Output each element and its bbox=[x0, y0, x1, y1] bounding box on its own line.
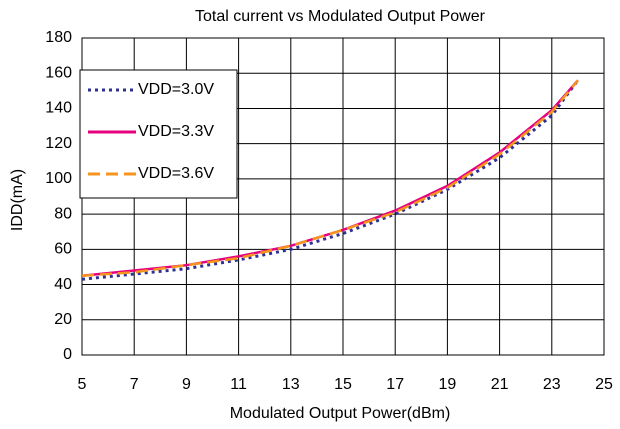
x-tick-label: 25 bbox=[595, 376, 613, 393]
y-tick-label: 80 bbox=[54, 205, 72, 222]
legend-label: VDD=3.0V bbox=[138, 81, 214, 98]
y-tick-label: 0 bbox=[63, 346, 72, 363]
legend-label: VDD=3.6V bbox=[138, 165, 214, 182]
y-tick-label: 40 bbox=[54, 276, 72, 293]
y-axis-label: IDD(mA) bbox=[9, 169, 26, 231]
x-tick-label: 15 bbox=[334, 376, 352, 393]
x-tick-label: 5 bbox=[78, 376, 87, 393]
x-tick-label: 23 bbox=[543, 376, 561, 393]
x-tick-label: 13 bbox=[282, 376, 300, 393]
y-tick-label: 20 bbox=[54, 311, 72, 328]
legend-label: VDD=3.3V bbox=[138, 123, 214, 140]
y-tick-label: 100 bbox=[45, 170, 72, 187]
x-tick-label: 19 bbox=[439, 376, 457, 393]
y-tick-label: 160 bbox=[45, 64, 72, 81]
series-line bbox=[81, 79, 580, 281]
legend bbox=[79, 69, 238, 199]
x-tick-label: 11 bbox=[230, 376, 247, 393]
y-tick-label: 180 bbox=[45, 29, 72, 46]
y-tick-label: 140 bbox=[45, 100, 72, 117]
y-tick-label: 120 bbox=[45, 135, 72, 152]
x-tick-label: 21 bbox=[491, 376, 509, 393]
x-tick-label: 9 bbox=[182, 376, 191, 393]
series-line bbox=[81, 79, 579, 277]
x-tick-label: 17 bbox=[386, 376, 404, 393]
y-tick-label: 60 bbox=[54, 241, 72, 258]
chart-title: Total current vs Modulated Output Power bbox=[195, 8, 486, 25]
x-axis-label: Modulated Output Power(dBm) bbox=[230, 405, 451, 422]
x-tick-label: 7 bbox=[130, 376, 139, 393]
